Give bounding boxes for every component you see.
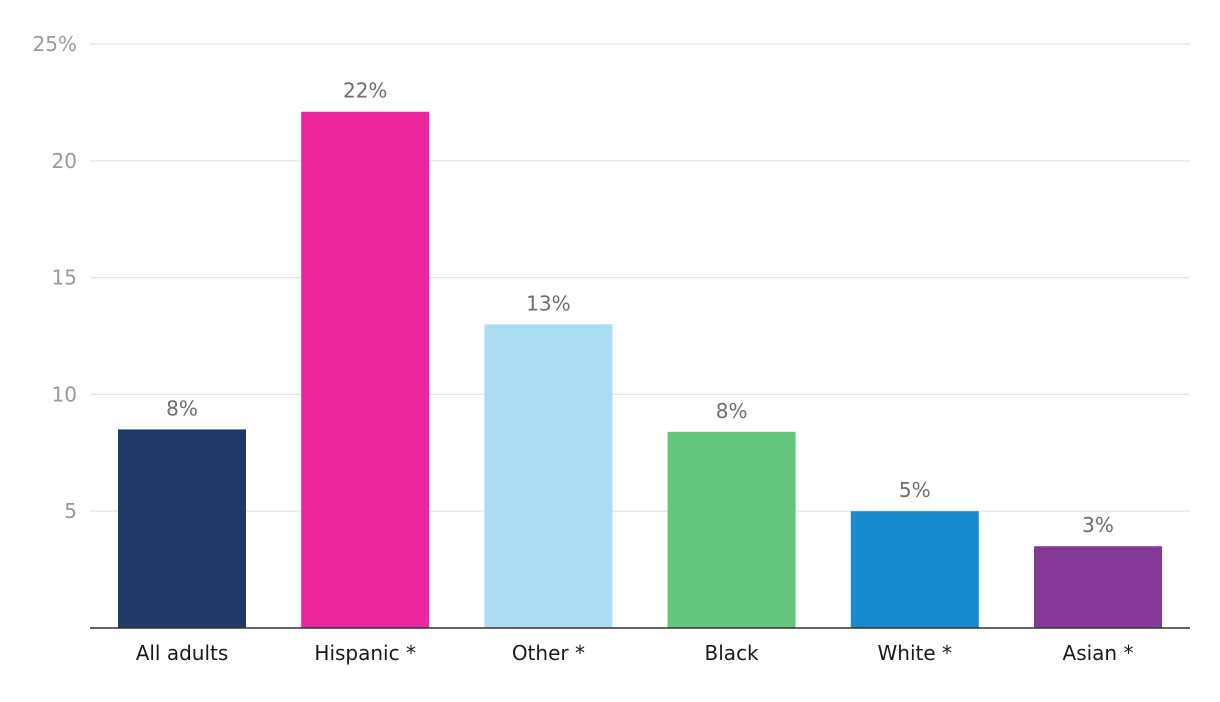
bar [1034,546,1162,628]
bar [850,511,979,628]
x-tick-label: All adults [136,641,229,665]
bar [484,324,613,628]
bar [667,431,796,628]
y-axis-tick-labels: 5 10 15 20 25% [33,32,77,523]
data-labels: 8% 22% 13% 8% 5% 3% [166,79,1114,537]
data-label: 22% [343,79,387,103]
x-axis-tick-labels: All adults Hispanic * Other * Black White * A… [136,641,1134,665]
y-tick-label: 20 [52,149,77,173]
data-label: 8% [166,396,198,420]
y-tick-label: 10 [52,382,77,406]
x-tick-label: Other * [512,641,585,665]
bars [118,111,1162,628]
x-tick-label: Hispanic * [314,641,416,665]
bar [301,111,430,628]
y-tick-label: 25% [33,32,77,56]
data-label: 13% [526,291,570,315]
y-tick-label: 15 [52,266,77,290]
data-label: 3% [1082,513,1114,537]
y-tick-label: 5 [64,499,77,523]
gridlines [90,43,1190,512]
data-label: 5% [899,478,931,502]
x-tick-label: Asian * [1063,641,1134,665]
bar [118,429,246,628]
x-tick-label: Black [705,641,760,665]
x-tick-label: White * [878,641,953,665]
data-label: 8% [716,399,748,423]
